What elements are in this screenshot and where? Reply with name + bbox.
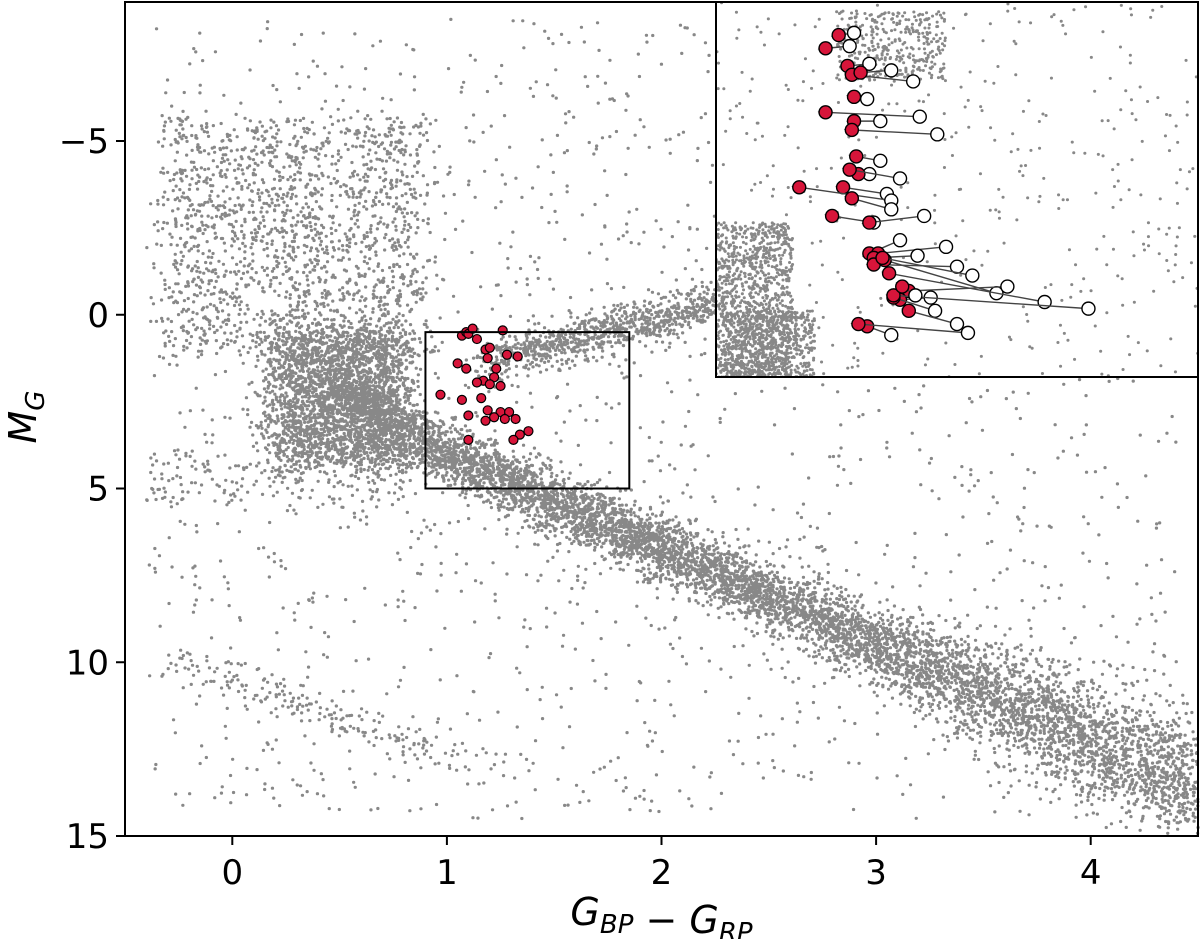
inset-field-stars bbox=[716, 2, 1198, 377]
original-position-marker bbox=[960, 325, 976, 341]
zoom-inset-panel bbox=[715, 1, 1199, 378]
y-tick-label: −5 bbox=[59, 122, 109, 162]
original-position-marker bbox=[862, 56, 877, 71]
original-position-marker bbox=[873, 113, 888, 129]
original-position-marker bbox=[884, 202, 899, 217]
original-position-marker bbox=[884, 63, 899, 78]
highlighted-star bbox=[484, 342, 495, 353]
y-tick-label: 0 bbox=[87, 296, 109, 336]
y-tick-label: 10 bbox=[66, 643, 109, 683]
zoom-region-box bbox=[424, 331, 631, 490]
inset-field-cloud bbox=[716, 2, 1198, 377]
original-position-marker bbox=[842, 38, 857, 54]
highlighted-star bbox=[514, 429, 525, 440]
field-stars bbox=[145, 17, 1200, 835]
original-position-marker bbox=[908, 288, 923, 303]
corrected-position-marker bbox=[831, 27, 846, 43]
corrected-position-marker bbox=[849, 149, 864, 164]
highlighted-star bbox=[456, 394, 468, 405]
highlighted-star bbox=[497, 325, 508, 336]
highlighted-star bbox=[467, 323, 478, 334]
x-tick-label: 1 bbox=[436, 853, 458, 893]
x-tick-label: 4 bbox=[1080, 853, 1102, 893]
shift-arrow-line bbox=[845, 128, 938, 136]
x-tick-label: 3 bbox=[865, 853, 887, 893]
highlighted-star bbox=[523, 426, 534, 437]
corrected-position-marker bbox=[875, 250, 890, 266]
y-axis-label: MG bbox=[1, 391, 51, 444]
highlighted-star bbox=[476, 393, 487, 404]
highlighted-star bbox=[471, 333, 483, 345]
shift-arrow-line bbox=[883, 271, 1045, 303]
original-position-marker bbox=[912, 109, 927, 124]
corrected-position-marker bbox=[851, 316, 866, 332]
original-position-marker bbox=[927, 303, 943, 319]
corrected-position-marker bbox=[824, 208, 840, 224]
highlighted-stars bbox=[435, 323, 534, 445]
highlighted-star bbox=[463, 410, 474, 421]
y-tick-label: 15 bbox=[66, 817, 109, 857]
corrected-position-marker bbox=[835, 180, 851, 195]
highlighted-star bbox=[452, 358, 463, 369]
shift-arrow-line bbox=[876, 256, 973, 277]
x-axis-label: GBP − GRP bbox=[570, 890, 752, 939]
corrected-position-marker bbox=[862, 215, 877, 230]
original-position-marker bbox=[905, 74, 921, 89]
highlighted-star bbox=[512, 351, 523, 362]
highlighted-star bbox=[489, 412, 500, 423]
highlighted-star bbox=[508, 434, 519, 445]
corrected-position-marker bbox=[901, 303, 916, 319]
highlighted-star bbox=[501, 349, 513, 360]
highlighted-star bbox=[463, 434, 474, 445]
corrected-position-marker bbox=[895, 279, 910, 294]
corrected-position-marker bbox=[818, 41, 833, 56]
highlighted-star bbox=[435, 389, 446, 400]
corrected-position-marker bbox=[844, 122, 860, 138]
original-position-marker bbox=[910, 248, 925, 263]
original-position-marker bbox=[884, 327, 899, 343]
original-position-marker bbox=[1000, 279, 1015, 294]
corrected-position-marker bbox=[792, 180, 807, 195]
corrected-position-marker bbox=[886, 288, 901, 303]
highlighted-star bbox=[495, 380, 506, 392]
highlighted-star bbox=[482, 405, 493, 416]
original-position-marker bbox=[949, 316, 965, 332]
corrected-position-marker bbox=[842, 162, 857, 177]
shift-arrow-line bbox=[852, 322, 969, 334]
inset-shift-arrows bbox=[791, 25, 1096, 343]
original-position-marker bbox=[938, 239, 954, 255]
highlighted-star bbox=[461, 363, 472, 374]
corrected-position-marker bbox=[846, 89, 862, 105]
highlighted-star bbox=[482, 353, 493, 364]
original-position-marker bbox=[930, 127, 945, 142]
x-tick-label: 0 bbox=[221, 853, 243, 893]
highlighted-star bbox=[480, 415, 491, 426]
corrected-position-marker bbox=[853, 65, 868, 80]
original-position-marker bbox=[873, 153, 888, 169]
original-position-marker bbox=[892, 233, 908, 248]
original-position-marker bbox=[892, 171, 908, 186]
highlighted-star bbox=[484, 379, 495, 390]
axis-ticks: 0 1 2 3 4 −5 0 5 10 15 bbox=[59, 122, 1102, 893]
corrected-position-marker bbox=[881, 266, 897, 281]
highlighted-star bbox=[510, 413, 521, 425]
y-tick-label: 5 bbox=[87, 470, 109, 510]
highlighted-star bbox=[491, 363, 502, 374]
highlighted-star bbox=[499, 413, 510, 425]
corrected-position-marker bbox=[844, 191, 860, 206]
shift-arrow-line bbox=[819, 111, 920, 118]
shift-arrow-line bbox=[793, 185, 892, 202]
corrected-position-marker bbox=[818, 105, 833, 120]
original-position-marker bbox=[859, 91, 875, 107]
field-star-cloud bbox=[145, 17, 1200, 835]
original-position-marker bbox=[846, 25, 862, 41]
original-position-marker bbox=[965, 268, 980, 283]
x-tick-label: 2 bbox=[651, 853, 673, 893]
highlighted-star bbox=[471, 377, 483, 388]
original-position-marker bbox=[916, 208, 932, 224]
original-position-marker bbox=[1081, 301, 1096, 316]
